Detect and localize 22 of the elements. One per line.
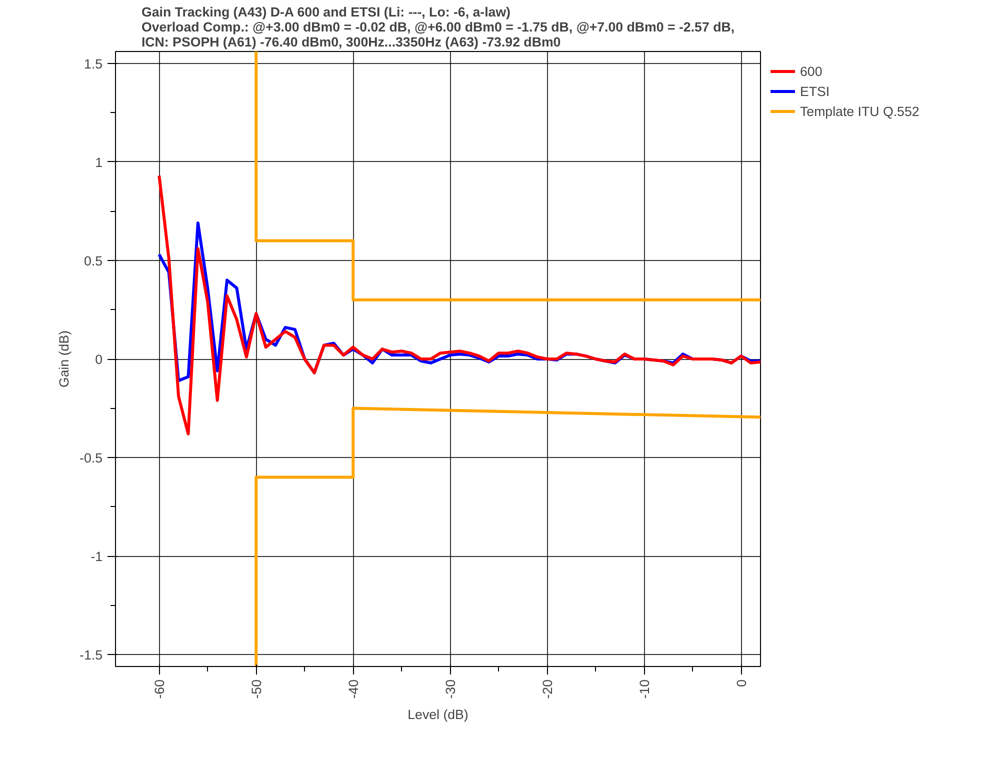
x-tick-label: -20 [540,680,556,699]
y-tick-label: -1.5 [80,648,102,663]
y-tick-label: 1.5 [84,56,103,72]
x-tick-label: -60 [152,680,168,699]
legend-label: 600 [800,64,822,78]
line-series [158,174,760,436]
y-tick-label: -1 [90,549,103,564]
x-tick-label: -40 [346,680,362,699]
x-tick-label: 0 [734,679,750,687]
legend-label: ETSI [800,84,830,98]
x-tick-label: -10 [637,680,652,699]
y-tick-label: 0 [95,352,103,367]
x-axis-title: Level (dB) [408,706,468,722]
legend-label: Template ITU Q.552 [800,104,920,118]
y-axis-title: Gain (dB) [56,330,72,388]
y-tick-label: -0.5 [80,450,102,466]
y-tick-label: 1 [95,154,103,170]
y-tick-label: 0.5 [84,253,103,268]
x-tick-label: -30 [443,680,458,699]
chart-title: Gain Tracking (A43) D-A 600 and ETSI (Li: ---, Lo: -6, a-law) Overload Comp.: @+3.00 dBm0 = -0.02 dB, @+6.00 dBm0 = -1.75 dB, @+7.00 dBm0 = -2.57 dB, ICN: PSOPH (A61) -76.40 dBm0, 300Hz...3350Hz (A63) -73.92 dBm0 [141,4,735,50]
line-series [254,406,760,666]
x-tick-label: -50 [249,680,264,699]
